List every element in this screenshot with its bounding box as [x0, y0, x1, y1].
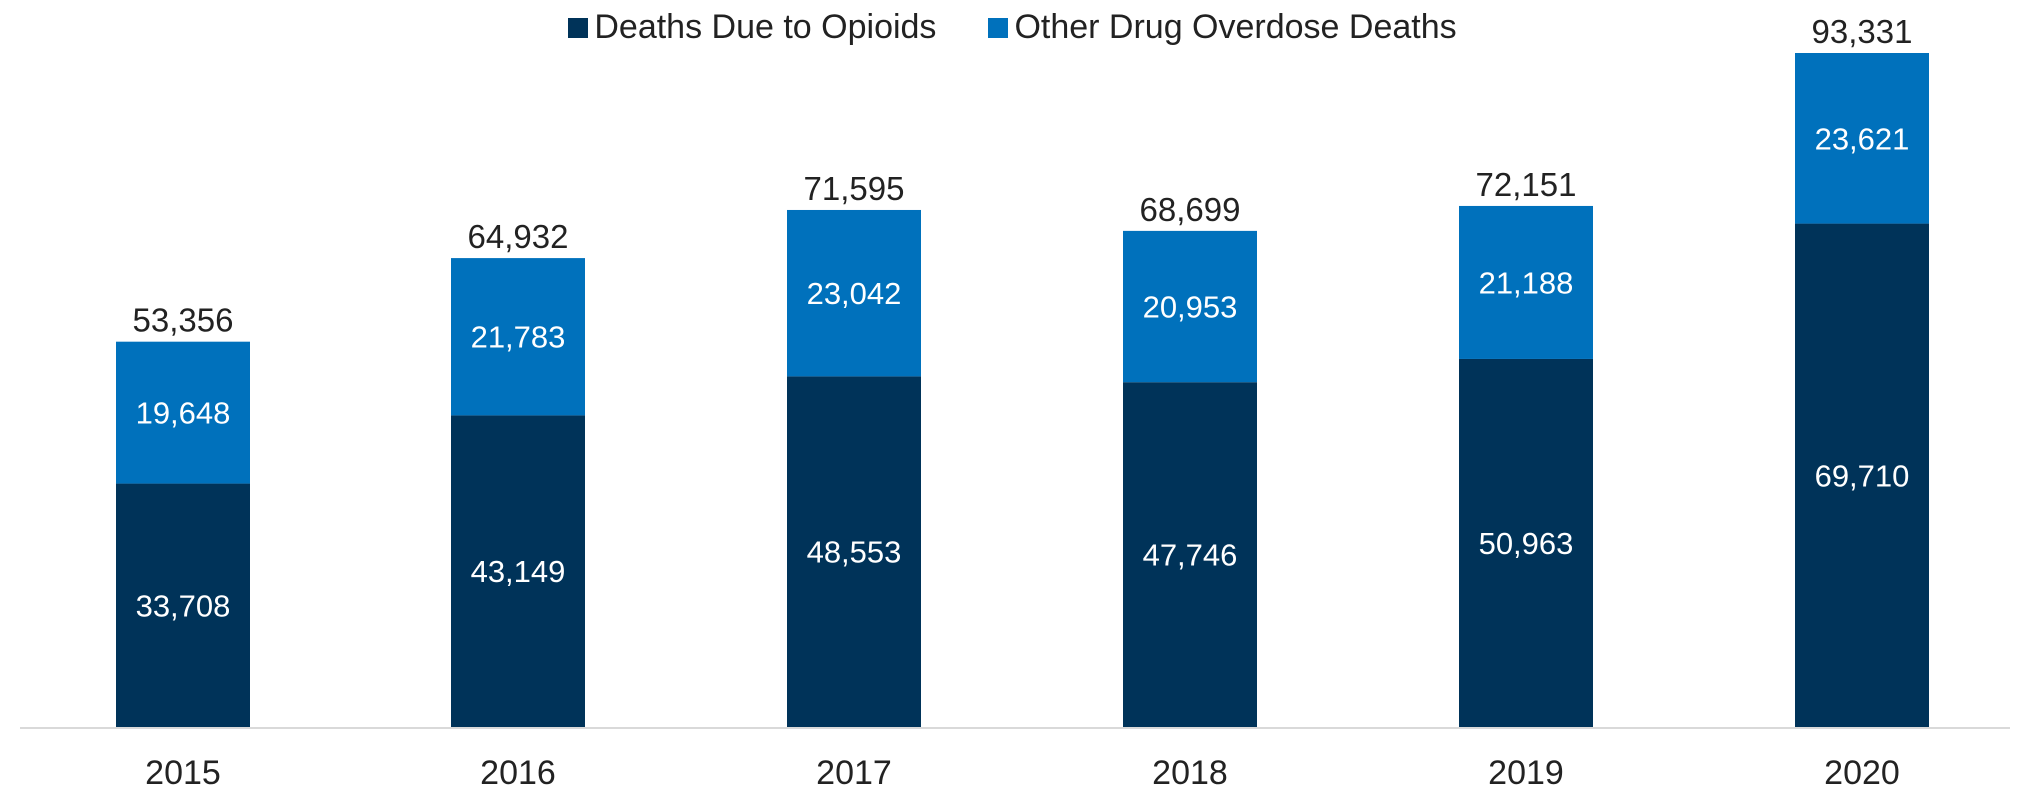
bar-other-2017: [787, 209, 921, 377]
bar-other-2016: [451, 258, 585, 416]
legend-item-other: Other Drug Overdose Deaths: [988, 8, 1457, 47]
bar-other-2018: [1123, 230, 1257, 383]
legend-swatch-opioids: [568, 17, 589, 38]
label-other-2020: 23,621: [1815, 121, 1910, 156]
label-other-2017: 23,042: [807, 276, 902, 311]
label-total-2015: 53,356: [133, 302, 234, 339]
label-total-2018: 68,699: [1140, 191, 1241, 228]
label-opioids-2017: 48,553: [807, 535, 902, 570]
bar-other-2015: [116, 341, 250, 484]
label-opioids-2018: 47,746: [1143, 538, 1238, 573]
x-tick-label-2017: 2017: [816, 754, 892, 790]
x-tick-label-2018: 2018: [1152, 754, 1228, 790]
legend-label-opioids: Deaths Due to Opioids: [594, 8, 937, 46]
label-opioids-2020: 69,710: [1815, 458, 1910, 493]
bar-opioids-2018: [1123, 382, 1257, 727]
legend-swatch-other: [988, 17, 1009, 38]
bar-opioids-2020: [1795, 223, 1929, 727]
label-total-2020: 93,331: [1812, 13, 1913, 50]
label-total-2016: 64,932: [468, 218, 569, 255]
bar-opioids-2015: [116, 483, 250, 727]
x-tick-label-2019: 2019: [1488, 754, 1564, 790]
bar-other-2019: [1459, 205, 1593, 359]
label-other-2019: 21,188: [1479, 265, 1574, 300]
legend-item-opioids: Deaths Due to Opioids: [568, 8, 936, 47]
bar-opioids-2017: [787, 376, 921, 727]
label-opioids-2016: 43,149: [471, 554, 566, 589]
label-total-2019: 72,151: [1476, 166, 1577, 203]
bar-opioids-2019: [1459, 358, 1593, 727]
label-opioids-2019: 50,963: [1479, 526, 1574, 561]
x-tick-label-2016: 2016: [480, 754, 556, 790]
bar-other-2020: [1795, 53, 1929, 224]
legend-label-other: Other Drug Overdose Deaths: [1014, 8, 1457, 46]
bar-opioids-2016: [451, 415, 585, 727]
x-tick-label-2020: 2020: [1824, 754, 1900, 790]
label-other-2018: 20,953: [1143, 290, 1238, 325]
legend: Deaths Due to Opioids Other Drug Overdos…: [0, 8, 2025, 47]
label-opioids-2015: 33,708: [136, 588, 231, 623]
label-other-2015: 19,648: [136, 396, 231, 431]
label-total-2017: 71,595: [804, 170, 905, 207]
x-tick-label-2015: 2015: [145, 754, 221, 790]
label-other-2016: 21,783: [471, 320, 566, 355]
